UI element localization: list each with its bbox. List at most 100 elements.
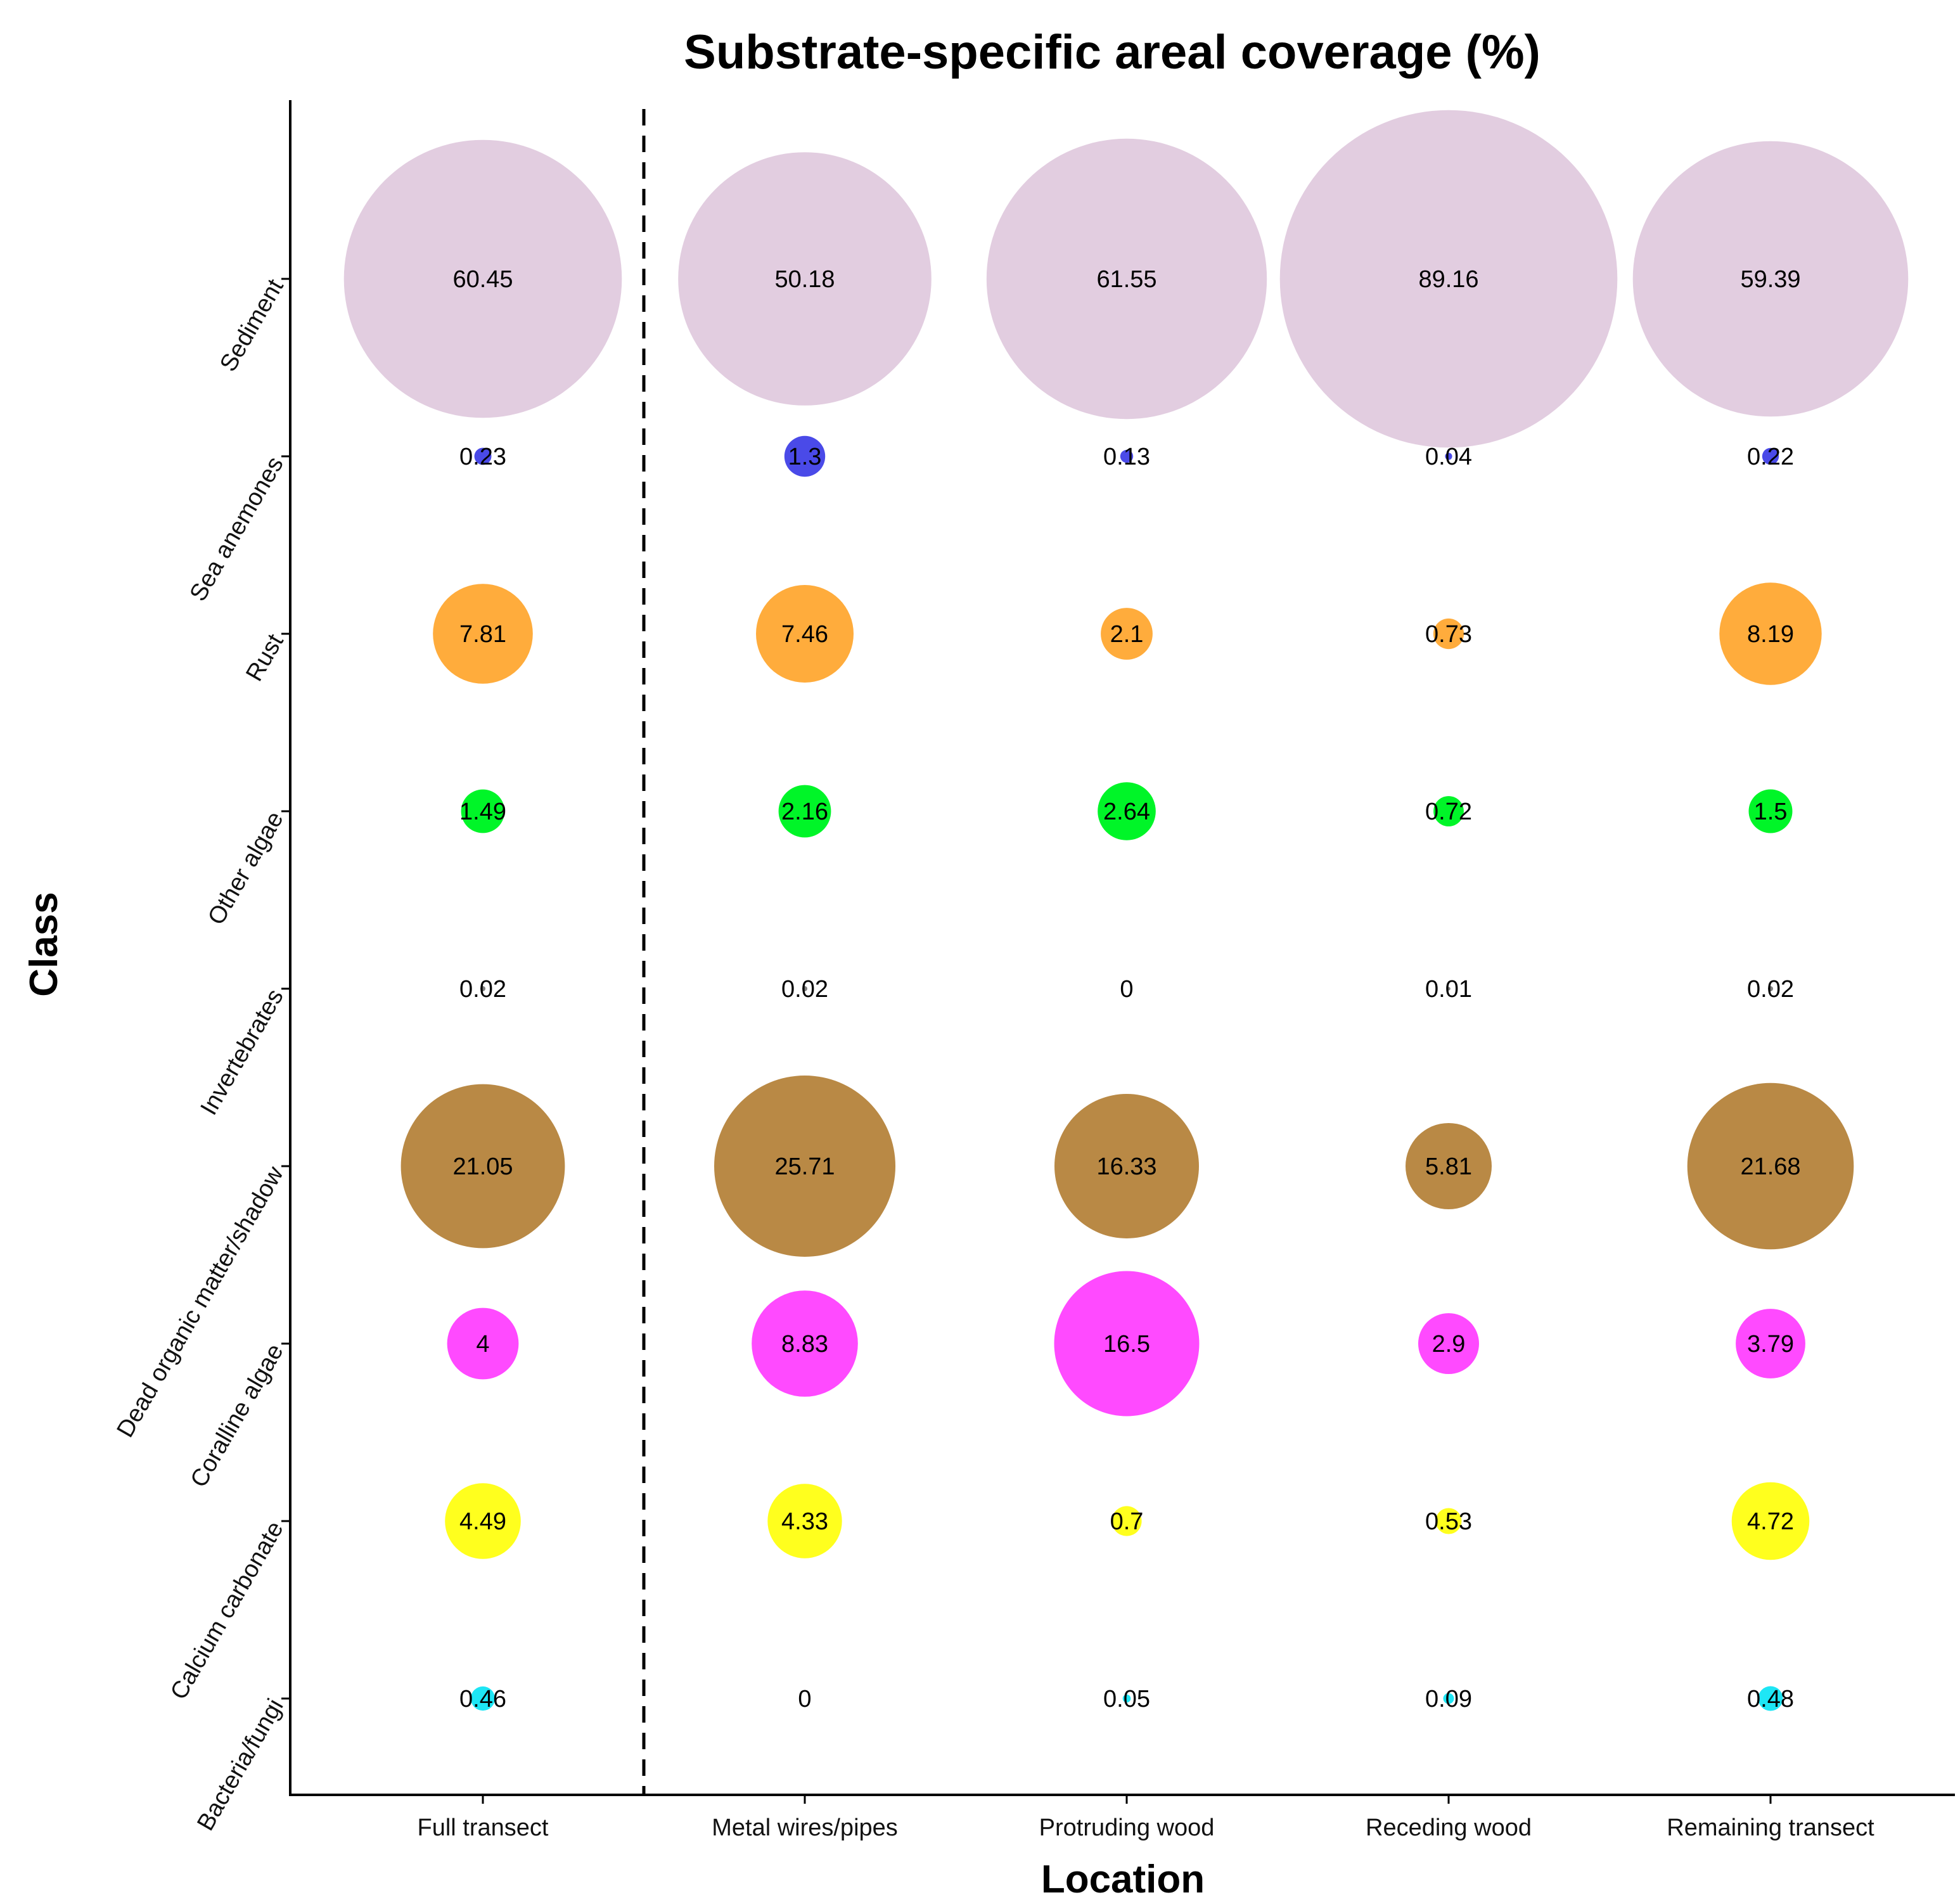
bubble-dead-organic-matter-shadow-receding-wood (1406, 1123, 1492, 1209)
bubble-sediment-protruding-wood (986, 138, 1267, 420)
value-label-dead-organic-matter-shadow-full-transect: 21.05 (452, 1153, 513, 1180)
bubble-invertebrates-metal-wires-pipes (802, 986, 807, 991)
bubble-rust-protruding-wood (1101, 608, 1153, 660)
value-label-dead-organic-matter-shadow-metal-wires-pipes: 25.71 (774, 1153, 835, 1180)
bubble-calcium-carbonate-receding-wood (1435, 1508, 1462, 1534)
bubble-other-algae-receding-wood (1433, 796, 1464, 826)
bubble-invertebrates-remaining-transect (1768, 986, 1773, 991)
value-label-calcium-carbonate-metal-wires-pipes: 4.33 (781, 1508, 828, 1535)
value-label-other-algae-receding-wood: 0.72 (1425, 799, 1472, 825)
value-label-other-algae-remaining-transect: 1.5 (1754, 799, 1788, 825)
bubble-dead-organic-matter-shadow-protruding-wood (1054, 1094, 1199, 1238)
bubble-sea-anemones-remaining-transect (1762, 447, 1779, 465)
x-tick-label-remaining-transect: Remaining transect (1667, 1815, 1874, 1841)
bubble-bacteria-fungi-full-transect (470, 1686, 496, 1711)
x-tick-label-receding-wood: Receding wood (1366, 1815, 1532, 1841)
value-label-other-algae-protruding-wood: 2.64 (1103, 799, 1150, 825)
bubble-other-algae-metal-wires-pipes (778, 785, 831, 838)
bubble-coralline-algae-protruding-wood (1054, 1271, 1200, 1416)
bubble-calcium-carbonate-full-transect (445, 1483, 521, 1559)
bubble-sediment-receding-wood (1279, 110, 1618, 448)
y-axis-title: Class (22, 892, 66, 996)
value-label-sea-anemones-receding-wood: 0.04 (1425, 444, 1472, 470)
value-label-invertebrates-receding-wood: 0.01 (1425, 976, 1472, 1003)
bubble-sediment-remaining-transect (1632, 141, 1909, 417)
bubble-other-algae-full-transect (461, 789, 505, 833)
value-label-sediment-protruding-wood: 61.55 (1096, 266, 1156, 293)
value-label-sea-anemones-remaining-transect: 0.22 (1747, 444, 1794, 470)
bubble-bacteria-fungi-protruding-wood (1122, 1694, 1131, 1703)
value-label-dead-organic-matter-shadow-remaining-transect: 21.68 (1740, 1153, 1800, 1180)
value-label-coralline-algae-metal-wires-pipes: 8.83 (781, 1331, 828, 1358)
value-label-sediment-remaining-transect: 59.39 (1740, 266, 1800, 293)
value-label-dead-organic-matter-shadow-protruding-wood: 16.33 (1096, 1153, 1156, 1180)
bubble-sea-anemones-receding-wood (1445, 453, 1452, 460)
x-axis-title: Location (1041, 1858, 1205, 1895)
value-label-invertebrates-remaining-transect: 0.02 (1747, 976, 1794, 1003)
chart-title: Substrate-specific areal coverage (%) (684, 25, 1540, 79)
x-tick-label-protruding-wood: Protruding wood (1039, 1815, 1215, 1841)
bubble-layer (343, 110, 1909, 1711)
bubble-coralline-algae-receding-wood (1418, 1313, 1479, 1374)
value-label-invertebrates-metal-wires-pipes: 0.02 (781, 976, 828, 1003)
value-label-other-algae-full-transect: 1.49 (459, 799, 506, 825)
bubble-calcium-carbonate-protruding-wood (1111, 1506, 1142, 1536)
bubble-sea-anemones-full-transect (474, 447, 492, 465)
value-label-sea-anemones-full-transect: 0.23 (459, 444, 506, 470)
bubble-invertebrates-full-transect (480, 986, 485, 991)
value-label-bacteria-fungi-receding-wood: 0.09 (1425, 1686, 1472, 1712)
value-label-calcium-carbonate-protruding-wood: 0.7 (1110, 1508, 1144, 1535)
bubble-other-algae-remaining-transect (1748, 789, 1793, 833)
bubble-coralline-algae-full-transect (447, 1307, 519, 1380)
value-label-sea-anemones-protruding-wood: 0.13 (1103, 444, 1150, 470)
x-tick-label-full-transect: Full transect (418, 1815, 549, 1841)
value-label-coralline-algae-remaining-transect: 3.79 (1747, 1331, 1794, 1358)
bubble-dead-organic-matter-shadow-full-transect (400, 1084, 565, 1249)
value-label-other-algae-metal-wires-pipes: 2.16 (781, 799, 828, 825)
value-label-sediment-full-transect: 60.45 (452, 266, 513, 293)
bubble-rust-metal-wires-pipes (756, 585, 854, 683)
bubble-rust-full-transect (433, 584, 533, 684)
value-label-rust-full-transect: 7.81 (459, 621, 506, 648)
value-label-sea-anemones-metal-wires-pipes: 1.3 (788, 444, 822, 470)
value-label-calcium-carbonate-remaining-transect: 4.72 (1747, 1508, 1794, 1535)
bubble-sea-anemones-protruding-wood (1120, 449, 1134, 463)
bubble-invertebrates-receding-wood (1447, 987, 1451, 991)
value-label-rust-receding-wood: 0.73 (1425, 621, 1472, 648)
bubble-bacteria-fungi-remaining-transect (1758, 1686, 1783, 1711)
value-label-invertebrates-full-transect: 0.02 (459, 976, 506, 1003)
x-tick-label-metal-wires-pipes: Metal wires/pipes (712, 1815, 898, 1841)
value-label-coralline-algae-receding-wood: 2.9 (1432, 1331, 1466, 1358)
value-label-bacteria-fungi-protruding-wood: 0.05 (1103, 1686, 1150, 1712)
value-label-coralline-algae-full-transect: 4 (476, 1331, 489, 1358)
value-label-bacteria-fungi-metal-wires-pipes: 0 (798, 1686, 811, 1712)
bubble-other-algae-protruding-wood (1098, 782, 1156, 840)
bubble-coralline-algae-metal-wires-pipes (752, 1290, 858, 1397)
bubble-rust-remaining-transect (1719, 582, 1822, 685)
value-label-sediment-receding-wood: 89.16 (1418, 266, 1478, 293)
value-label-layer: 60.45 50.18 61.55 89.16 59.39 0.23 1.3 0.13 0.04… (452, 266, 1800, 1712)
value-label-bacteria-fungi-full-transect: 0.46 (459, 1686, 506, 1712)
bubble-rust-receding-wood (1433, 618, 1464, 650)
value-label-invertebrates-protruding-wood: 0 (1120, 976, 1133, 1003)
value-label-calcium-carbonate-receding-wood: 0.53 (1425, 1508, 1472, 1535)
bubble-bacteria-fungi-receding-wood (1443, 1693, 1454, 1704)
value-label-rust-protruding-wood: 2.1 (1110, 621, 1144, 648)
bubble-sea-anemones-metal-wires-pipes (784, 435, 826, 477)
bubble-coralline-algae-remaining-transect (1736, 1309, 1805, 1378)
value-label-rust-metal-wires-pipes: 7.46 (781, 621, 828, 648)
value-label-rust-remaining-transect: 8.19 (1747, 621, 1794, 648)
value-label-calcium-carbonate-full-transect: 4.49 (459, 1508, 506, 1535)
value-label-sediment-metal-wires-pipes: 50.18 (774, 266, 835, 293)
bubble-calcium-carbonate-remaining-transect (1731, 1482, 1810, 1560)
bubble-sediment-full-transect (343, 139, 622, 418)
x-axis-ticks: Full transect Metal wires/pipes Protruding… (418, 1795, 1874, 1841)
bubble-dead-organic-matter-shadow-metal-wires-pipes (714, 1076, 895, 1257)
value-label-coralline-algae-protruding-wood: 16.5 (1103, 1331, 1150, 1358)
bubble-dead-organic-matter-shadow-remaining-transect (1687, 1082, 1854, 1250)
bubble-sediment-metal-wires-pipes (678, 152, 932, 406)
value-label-dead-organic-matter-shadow-receding-wood: 5.81 (1425, 1153, 1472, 1180)
value-label-bacteria-fungi-remaining-transect: 0.48 (1747, 1686, 1794, 1712)
